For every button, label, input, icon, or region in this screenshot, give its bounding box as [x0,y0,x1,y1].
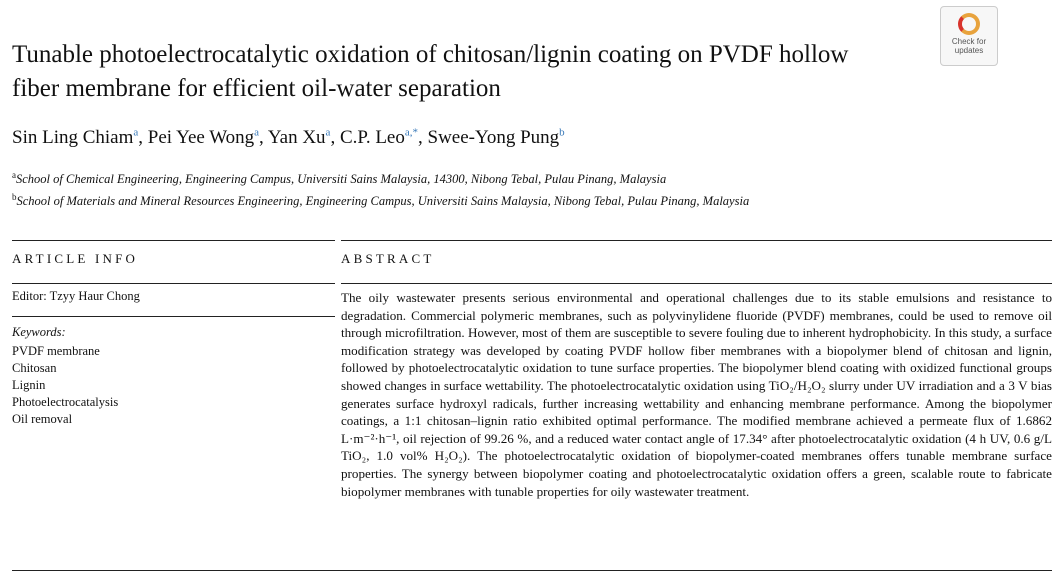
keyword: PVDF membrane [12,344,100,358]
author-affiliation: a [325,127,331,139]
keyword: Chitosan [12,361,57,375]
authors: Sin Ling ChiamaPei Yee WongaYan XuaC.P. … [12,127,565,149]
author-affiliation: a [133,127,139,139]
affiliations: aSchool of Chemical Engineering, Enginee… [12,166,749,210]
author: Swee-Yong Pungb [418,127,565,148]
affiliation: aSchool of Chemical Engineering, Enginee… [12,166,749,188]
author: Sin Ling Chiama [12,127,138,148]
author-name: C.P. Leo [339,127,405,149]
check-updates-badge[interactable]: Check for updates [940,6,998,66]
abstract-text: The oily wastewater presents serious env… [341,290,1052,499]
rule [12,316,335,317]
affiliation-mark: b [12,192,17,203]
rule [12,240,335,241]
section-heading: ABSTRACT [341,251,435,266]
keywords-label: Keywords: [12,325,66,339]
rule [341,283,1052,284]
author-affiliation: a,* [404,127,419,139]
title: Tunable photoelectrocatalytic oxidation … [12,41,849,102]
section-heading: ARTICLE INFO [12,251,139,266]
author-name: Swee-Yong Pung [427,127,560,149]
author: C.P. Leoa,* [330,127,418,148]
affiliation-text: School of Materials and Mineral Resource… [16,194,750,209]
keyword: Lignin [12,378,46,392]
rule [12,570,1052,571]
keyword: Photoelectrocatalysis [12,395,119,409]
author: Yan Xua [259,127,330,148]
editor: Editor: Tzyy Haur Chong [12,289,140,303]
affiliation: bSchool of Materials and Mineral Resourc… [12,188,749,210]
author-name: Pei Yee Wong [147,127,255,149]
author-affiliation: a [254,127,260,139]
author-name: Sin Ling Chiam [12,127,134,149]
affiliation-mark: a [12,170,16,180]
badge-text[interactable]: Check for updates [951,37,987,55]
affiliation-text: School of Chemical Engineering, Engineer… [16,172,667,187]
keyword: Oil removal [12,412,73,426]
author-name: Yan Xu [267,127,326,149]
rule [341,240,1052,241]
rule [12,283,335,284]
keywords: PVDF membrane Chitosan Lignin Photoelectroc… [12,343,118,428]
author-affiliation: b [559,127,565,139]
author: Pei Yee Wonga [138,127,259,148]
